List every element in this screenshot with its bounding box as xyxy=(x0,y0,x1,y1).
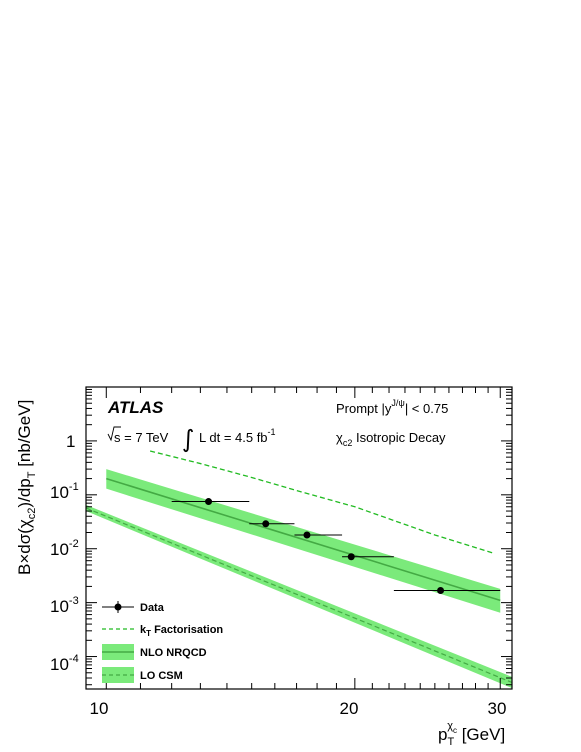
legend-data-marker xyxy=(114,603,122,611)
nlo-nrqcd-line xyxy=(106,477,501,602)
selection-label: Prompt |yJ/ψ| < 0.75 xyxy=(336,398,448,416)
atlas-label: ATLAS xyxy=(107,398,164,417)
y-tick-label-1e-4: 10-4 xyxy=(50,653,79,674)
legend-label-kt: kT Factorisation xyxy=(140,624,223,638)
data-point xyxy=(262,520,270,528)
data-point xyxy=(437,586,445,594)
energy-label: s = 7 TeV xyxy=(114,430,169,445)
legend-entry-kt: kT Factorisation xyxy=(102,624,223,638)
legend-entry-data: Data xyxy=(102,601,165,614)
legend-label-nlo: NLO NRQCD xyxy=(140,647,207,659)
kt-factorisation-line xyxy=(149,450,495,554)
lo-csm-line xyxy=(86,507,512,684)
lumi-label: L dt = 4.5 fb-1 xyxy=(199,427,276,445)
x-axis-ticks xyxy=(105,387,501,689)
y-axis-label: B×dσ(χc2)/dpT [nb/GeV] xyxy=(15,400,38,575)
legend-label-data: Data xyxy=(140,602,165,614)
y-tick-label-1e-3: 10-3 xyxy=(50,595,79,616)
plot-frame xyxy=(85,386,513,690)
energy-annotation: s = 7 TeV xyxy=(107,426,169,445)
x-tick-label-10: 10 xyxy=(90,699,109,718)
y-tick-label-1e-1: 10-1 xyxy=(50,481,79,502)
legend: Data kT Factorisation NLO NRQCD LO CSM xyxy=(102,601,223,683)
sqrt-symbol xyxy=(107,426,121,442)
y-tick-label-1: 1 xyxy=(66,432,75,451)
data-point xyxy=(205,498,213,506)
lo-csm-band xyxy=(86,504,512,689)
integral-symbol: ∫ xyxy=(182,425,195,453)
legend-entry-nlo: NLO NRQCD xyxy=(102,644,207,660)
x-tick-label-30: 30 xyxy=(488,699,507,718)
y-axis-ticks xyxy=(86,386,512,686)
legend-label-lo-csm: LO CSM xyxy=(140,670,183,682)
legend-entry-lo-csm: LO CSM xyxy=(102,667,183,683)
lumi-annotation: ∫ L dt = 4.5 fb-1 xyxy=(182,425,276,453)
nlo-nrqcd-band xyxy=(106,469,501,613)
y-tick-label-1e-2: 10-2 xyxy=(50,538,79,559)
x-axis-label: pTχc [GeV] xyxy=(438,720,505,748)
data-points xyxy=(171,498,501,594)
x-tick-label-20: 20 xyxy=(340,699,359,718)
data-point xyxy=(303,531,311,539)
data-point xyxy=(347,553,355,561)
decay-label: χc2 Isotropic Decay xyxy=(336,430,446,448)
